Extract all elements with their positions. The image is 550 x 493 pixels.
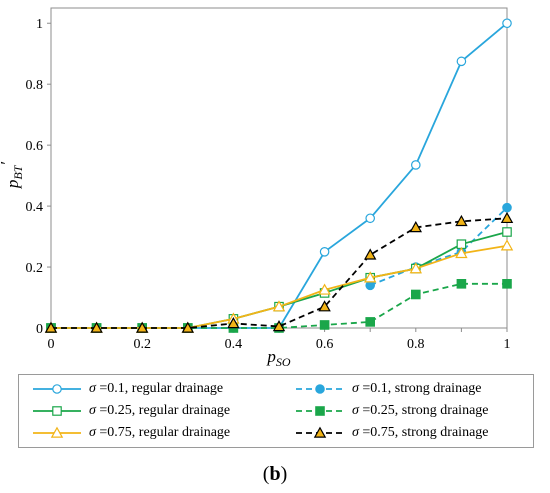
data-point [318,283,331,295]
data-point [409,220,423,233]
x-tick-label: 1 [504,337,511,352]
axes: 0 0.2 0.4 0.6 0.8 1 0 0.2 0.4 0.6 0.8 1 [26,7,511,352]
data-point [455,246,468,259]
legend-label: σ =0.25, regular drainage [89,403,231,418]
y-tick-label: 0.4 [26,200,44,215]
x-tick-label: 0.8 [407,337,425,352]
legend-key-sigma-0.1-strong [296,384,344,394]
legend-label: σ =0.1, strong drainage [352,381,482,396]
y-tick-label: 0.2 [26,261,44,276]
legend-label: σ =0.1, regular drainage [89,381,224,396]
data-point [315,406,325,416]
data-point [363,248,377,260]
data-point [410,160,421,170]
series-line [51,244,508,329]
x-tick-label: 0.2 [133,337,151,352]
legend-key-sigma-0.1-regular [33,384,81,394]
data-point [319,320,330,330]
data-point [502,279,512,289]
y-axis-title-prime: ′ [0,162,16,166]
data-point [272,320,286,332]
data-point [90,321,103,333]
data-point [456,56,467,67]
panel-label: (b) [262,463,288,485]
data-point [44,321,58,333]
legend-label: σ =0.75, regular drainage [89,425,231,440]
x-tick-label: 0 [48,337,55,352]
series-layer [44,18,514,333]
legend-key-sigma-0.75-regular [33,426,81,438]
data-point [181,321,195,333]
y-axis-title-sub: BT [11,164,25,179]
plot-frame [50,7,508,329]
data-point [456,279,467,289]
legend-item-sigma-0.25-strong: σ =0.25, strong drainage [294,401,489,421]
legend-item-sigma-0.1-strong: σ =0.1, strong drainage [294,379,482,399]
data-point [319,247,330,257]
series-2 [46,227,512,333]
data-point [455,214,468,227]
data-point [409,262,423,274]
data-point [135,321,149,333]
legend-label: σ =0.75, strong drainage [352,425,489,440]
y-axis-title: pBT′ [0,162,25,190]
y-tick-label: 0.6 [26,139,44,154]
legend-label: σ =0.25, strong drainage [352,403,489,418]
data-point [272,300,286,312]
series-line [51,217,508,329]
data-point [363,271,377,283]
data-point [365,317,375,327]
data-point [500,211,514,224]
series-line [369,206,508,287]
series-1 [365,202,512,291]
x-axis-title-sub: SO [276,355,291,369]
data-point [313,426,327,438]
data-point [52,406,62,416]
data-point [52,384,62,394]
series-line [51,22,508,329]
series-line [51,231,508,329]
data-point [318,300,331,312]
data-point [227,316,240,329]
data-point [50,426,64,438]
y-tick-label: 0.8 [26,78,44,93]
x-tick-label: 0.4 [225,337,243,352]
legend-item-sigma-0.25-regular: σ =0.25, regular drainage [31,401,230,421]
series-5 [44,211,514,333]
data-point [365,213,375,224]
data-point [502,202,512,213]
series-0 [46,18,512,333]
legend-key-sigma-0.25-strong [296,406,344,416]
x-axis-title: pSO [266,347,291,369]
data-point [502,18,512,29]
data-point [411,289,421,300]
x-tick-label: 0.6 [316,337,334,352]
x-axis-title-main: p [266,347,276,366]
legend-item-sigma-0.75-regular: σ =0.75, regular drainage [31,423,230,443]
y-axis-title-main: p [3,180,22,190]
legend-item-sigma-0.1-regular: σ =0.1, regular drainage [31,379,223,399]
data-point [315,384,325,394]
data-point [500,239,514,251]
legend-item-sigma-0.75-strong: σ =0.75, strong drainage [294,423,489,443]
legend-key-sigma-0.25-regular [33,406,81,416]
data-point [502,227,512,237]
y-tick-label: 1 [36,17,43,32]
legend-key-sigma-0.75-strong [296,426,344,438]
y-tick-label: 0 [36,322,43,337]
legend: σ =0.1, regular drainage σ =0.1, strong … [18,374,534,448]
